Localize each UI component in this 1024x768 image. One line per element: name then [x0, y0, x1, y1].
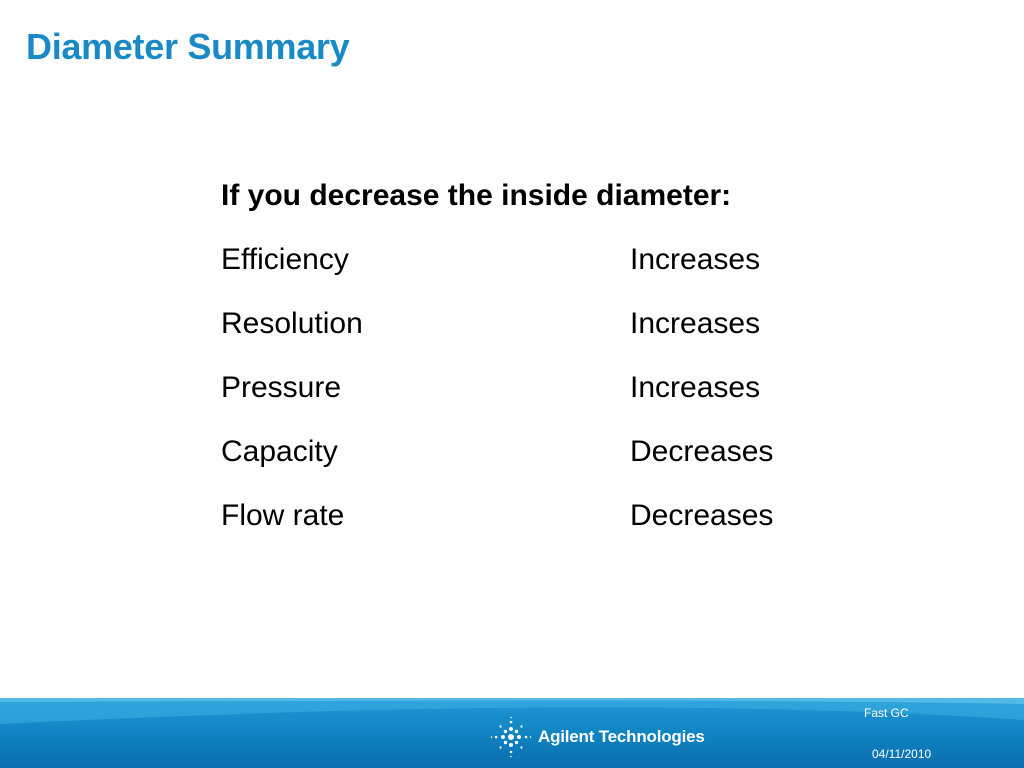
slide-title: Diameter Summary	[26, 26, 350, 67]
property-label: Pressure	[221, 371, 342, 404]
effect-label: Increases	[630, 307, 761, 340]
agilent-spark-icon	[490, 716, 532, 758]
summary-row: Flow rate Decreases	[221, 490, 881, 554]
agilent-logo: Agilent Technologies	[490, 716, 705, 758]
summary-row: Capacity Decreases	[221, 426, 881, 490]
property-label: Capacity	[221, 435, 338, 468]
property-label: Efficiency	[221, 243, 349, 276]
effect-label: Decreases	[630, 499, 774, 532]
summary-row: Efficiency Increases	[221, 234, 881, 298]
effect-label: Increases	[630, 243, 761, 276]
effect-label: Increases	[630, 371, 761, 404]
content-heading: If you decrease the inside diameter:	[221, 179, 732, 212]
summary-row: Pressure Increases	[221, 362, 881, 426]
footer-swoosh-decoration	[0, 698, 1024, 724]
summary-row: Resolution Increases	[221, 298, 881, 362]
footer-bar	[0, 698, 1024, 768]
footer-date: 04/11/2010	[872, 747, 932, 761]
property-label: Resolution	[221, 307, 363, 340]
footer-presentation-name: Fast GC	[864, 706, 909, 720]
logo-wordmark: Agilent Technologies	[538, 727, 705, 746]
property-label: Flow rate	[221, 499, 345, 532]
slide-content: If you decrease the inside diameter: Eff…	[221, 170, 881, 554]
effect-label: Decreases	[630, 435, 774, 468]
